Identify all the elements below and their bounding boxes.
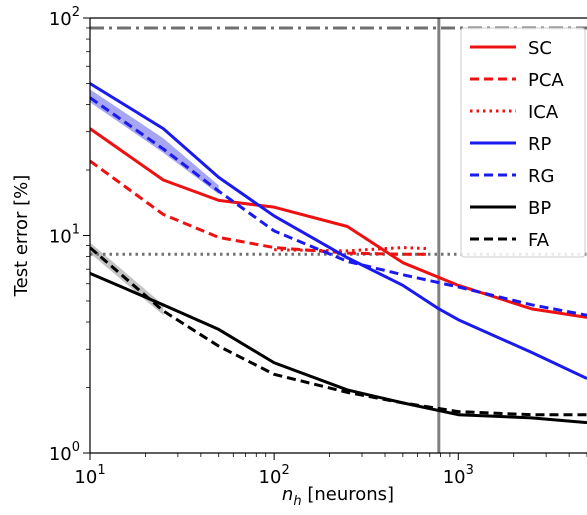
x-axis-label-symbol: n xyxy=(282,484,293,505)
legend-label-fa: FA xyxy=(528,230,550,251)
legend: SC PCA ICA RP RG BP FA xyxy=(460,27,586,258)
legend-label-sc: SC xyxy=(528,38,552,59)
y-tick-label: 100 xyxy=(49,440,80,465)
legend-label-bp: BP xyxy=(528,198,551,219)
series-line-sc xyxy=(90,127,587,319)
legend-box xyxy=(460,27,586,258)
series-line-bp xyxy=(90,271,587,425)
legend-label-rg: RG xyxy=(528,166,554,187)
y-tick-label: 102 xyxy=(49,5,80,30)
legend-label-ica: ICA xyxy=(528,102,559,123)
x-tick-label: 103 xyxy=(443,463,474,488)
y-axis-label: Test error [%] xyxy=(11,175,32,298)
series-line-pca xyxy=(90,159,430,256)
x-axis-label-subscript: h xyxy=(293,494,301,509)
x-tick-label: 102 xyxy=(259,463,290,488)
series-line-fa xyxy=(90,246,587,417)
series-line-rg xyxy=(90,96,587,317)
x-axis-label: nh [neurons] xyxy=(282,484,394,509)
legend-label-rp: RP xyxy=(528,134,552,155)
legend-label-pca: PCA xyxy=(528,70,564,91)
series-line-rp xyxy=(90,82,587,380)
y-tick-label: 101 xyxy=(49,223,80,248)
x-tick-label: 101 xyxy=(74,463,105,488)
x-axis-label-unit: [neurons] xyxy=(302,484,394,505)
